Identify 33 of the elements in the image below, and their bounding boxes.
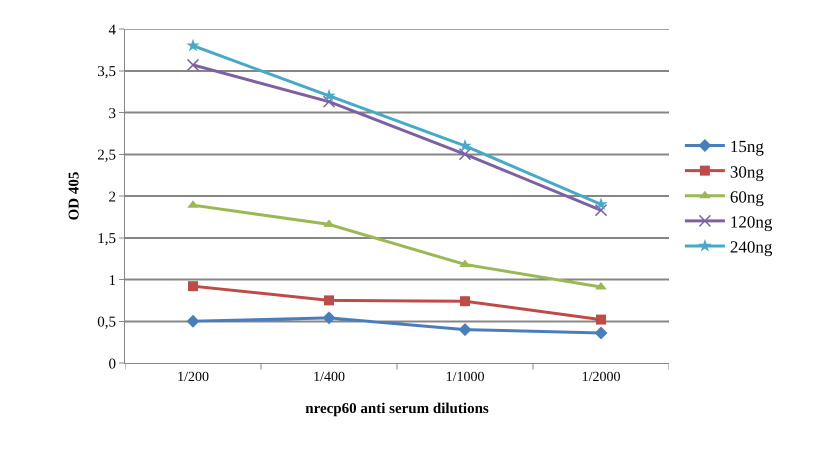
y-tick-label: 1 (108, 272, 116, 289)
legend-label: 30ng (730, 162, 764, 182)
y-tick-label: 3 (108, 106, 116, 122)
point (186, 58, 200, 72)
y-axis-title: OD 405 (66, 172, 82, 220)
legend-label: 120ng (730, 212, 773, 232)
point (596, 314, 606, 325)
legend-label: 240ng (730, 238, 773, 257)
x-axis-title: nrecp60 anti serum dilutions (305, 400, 489, 417)
y-tick-label: 1,5 (97, 231, 116, 247)
point (322, 95, 336, 108)
point (186, 38, 200, 52)
y-tick-label: 0 (108, 356, 116, 372)
x-tick-label: 1/400 (313, 370, 345, 385)
y-tick-label: 0,5 (97, 314, 116, 330)
point (188, 281, 198, 292)
y-tick-label: 2,5 (97, 148, 116, 164)
point (186, 314, 200, 328)
y-tick-label: 2 (108, 189, 116, 206)
x-tick-label: 1/1000 (446, 370, 484, 385)
legend-label: 60ng (730, 187, 764, 206)
x-tick-label: 1/2000 (582, 370, 620, 385)
point (460, 296, 470, 306)
legend-label: 15ng (730, 137, 764, 156)
y-tick-label: 3,5 (97, 64, 116, 80)
y-tick-label: 4 (108, 22, 116, 38)
point (322, 311, 336, 324)
point (458, 323, 472, 336)
point (594, 204, 608, 216)
point (594, 326, 608, 340)
x-tick-label: 1/200 (177, 370, 209, 385)
point (324, 295, 334, 306)
point (458, 148, 472, 160)
